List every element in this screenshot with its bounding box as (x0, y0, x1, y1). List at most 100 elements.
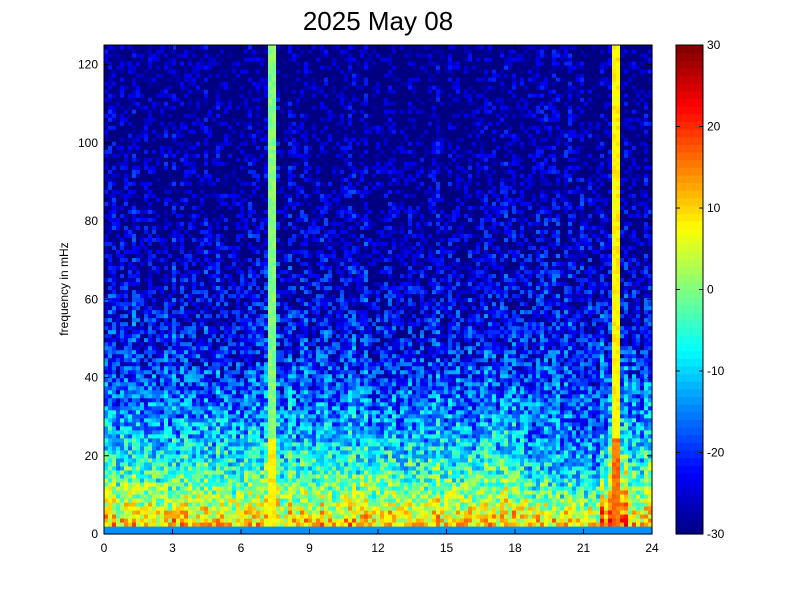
heatmap-cell (184, 453, 189, 459)
heatmap-cell (188, 465, 193, 471)
heatmap-cell (152, 413, 157, 419)
heatmap-cell (244, 105, 249, 110)
heatmap-cell (152, 445, 157, 451)
heatmap-cell (168, 277, 173, 283)
heatmap-cell (240, 453, 245, 459)
heatmap-cell (192, 277, 197, 283)
heatmap-cell (160, 321, 165, 327)
heatmap-cell (112, 173, 117, 178)
heatmap-cell (104, 189, 109, 194)
heatmap-cell (232, 301, 237, 307)
heatmap-cell (256, 81, 261, 86)
heatmap-cell (232, 233, 237, 238)
heatmap-cell (128, 45, 133, 50)
heatmap-cell (140, 405, 145, 411)
heatmap-cell (176, 337, 181, 343)
heatmap-cell (112, 181, 117, 186)
heatmap-cell (260, 301, 265, 307)
heatmap-cell (184, 377, 189, 383)
heatmap-cell (112, 153, 117, 158)
heatmap-cell (172, 353, 177, 359)
heatmap-cell (132, 213, 137, 218)
heatmap-cell (128, 253, 133, 259)
heatmap-cell (260, 213, 265, 218)
heatmap-cell (244, 145, 249, 150)
heatmap-cell (144, 89, 149, 94)
heatmap-cell (164, 141, 169, 146)
heatmap-cell (160, 101, 165, 106)
heatmap-cell (124, 349, 129, 355)
heatmap-cell (188, 73, 193, 78)
heatmap-cell (264, 277, 269, 283)
heatmap-cell (260, 449, 265, 455)
heatmap-cell (136, 365, 141, 371)
heatmap-cell (264, 209, 269, 214)
heatmap-cell (248, 61, 253, 66)
heatmap-cell (232, 337, 237, 343)
heatmap-cell (108, 453, 113, 459)
heatmap-cell (144, 261, 149, 267)
heatmap-cell (120, 453, 125, 459)
heatmap-cell (120, 281, 125, 287)
heatmap-cell (156, 429, 161, 435)
heatmap-cell (252, 297, 257, 303)
heatmap-cell (152, 277, 157, 283)
heatmap-cell (196, 77, 201, 82)
heatmap-cell (192, 529, 197, 535)
heatmap-cell (128, 453, 133, 459)
heatmap-cell (168, 241, 173, 247)
heatmap-cell (180, 521, 185, 527)
heatmap-cell (136, 305, 141, 311)
heatmap-cell (164, 309, 169, 315)
heatmap-cell (252, 345, 257, 351)
heatmap-cell (132, 289, 137, 295)
heatmap-cell (152, 457, 157, 463)
heatmap-cell (196, 501, 201, 507)
heatmap-cell (180, 81, 185, 86)
heatmap-cell (188, 61, 193, 66)
heatmap-cell (184, 189, 189, 194)
heatmap-cell (264, 513, 269, 519)
heatmap-cell (172, 205, 177, 210)
heatmap-cell (216, 501, 221, 507)
heatmap-cell (104, 325, 109, 331)
heatmap-cell (200, 461, 205, 467)
heatmap-cell (244, 377, 249, 383)
heatmap-cell (104, 261, 109, 267)
heatmap-cell (216, 385, 221, 391)
heatmap-cell (264, 301, 269, 307)
heatmap-cell (192, 297, 197, 303)
heatmap-cell (136, 193, 141, 198)
heatmap-cell (116, 317, 121, 323)
heatmap-cell (232, 69, 237, 74)
heatmap-cell (188, 89, 193, 94)
heatmap-cell (152, 197, 157, 202)
heatmap-cell (216, 353, 221, 359)
heatmap-cell (212, 317, 217, 323)
heatmap-cell (244, 461, 249, 467)
heatmap-cell (176, 289, 181, 295)
heatmap-cell (176, 409, 181, 415)
heatmap-cell (144, 273, 149, 279)
heatmap-cell (236, 229, 241, 234)
heatmap-cell (244, 365, 249, 371)
heatmap-cell (136, 209, 141, 214)
heatmap-cell (156, 417, 161, 423)
heatmap-cell (232, 137, 237, 142)
heatmap-cell (192, 525, 197, 531)
heatmap-cell (172, 421, 177, 427)
heatmap-cell (248, 341, 253, 347)
heatmap-cell (180, 125, 185, 130)
heatmap-cell (124, 281, 129, 287)
heatmap-cell (172, 69, 177, 74)
heatmap-cell (164, 289, 169, 295)
heatmap-cell (236, 505, 241, 511)
heatmap-cell (180, 233, 185, 238)
heatmap-cell (212, 449, 217, 455)
heatmap-cell (228, 249, 233, 255)
heatmap-cell (144, 509, 149, 515)
heatmap-cell (216, 301, 221, 307)
heatmap-cell (264, 101, 269, 106)
heatmap-cell (252, 93, 257, 98)
heatmap-cell (160, 349, 165, 355)
